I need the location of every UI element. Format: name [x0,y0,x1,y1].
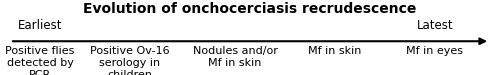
Text: Earliest: Earliest [18,19,62,32]
Text: Positive Ov-16
serology in
children: Positive Ov-16 serology in children [90,46,170,75]
Text: Evolution of onchocerciasis recrudescence: Evolution of onchocerciasis recrudescenc… [84,2,416,16]
Text: Latest: Latest [416,19,454,32]
Text: Mf in skin: Mf in skin [308,46,362,56]
Text: Positive flies
detected by
PCR: Positive flies detected by PCR [6,46,74,75]
Text: Mf in eyes: Mf in eyes [406,46,464,56]
Text: Nodules and/or
Mf in skin: Nodules and/or Mf in skin [192,46,278,68]
